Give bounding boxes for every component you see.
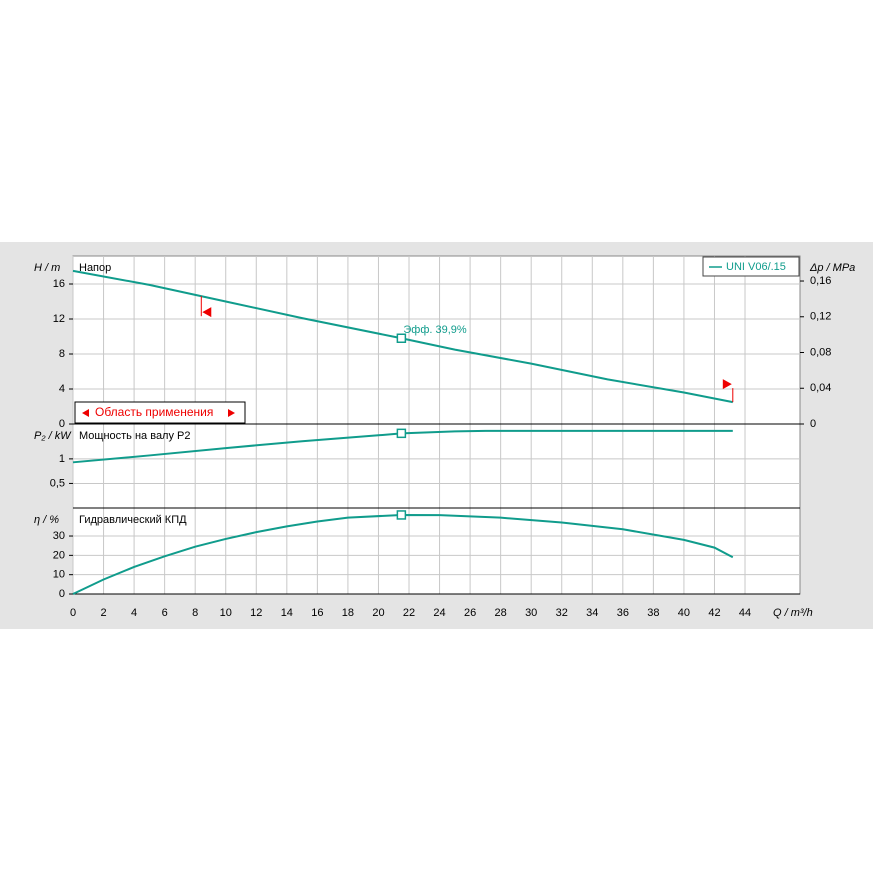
y-tick-label: 0 — [59, 418, 65, 430]
y2-tick-label: 0,16 — [810, 275, 831, 287]
y-tick-label: 30 — [53, 530, 65, 542]
range-arrow-left — [82, 409, 89, 417]
x-tick-label: 22 — [403, 607, 415, 619]
y-tick-label: 0 — [59, 588, 65, 600]
duty-point — [396, 510, 407, 520]
annotation: Эфф. 39,9% — [403, 324, 467, 336]
x-tick-label: 28 — [495, 607, 507, 619]
y-tick-label: 8 — [59, 348, 65, 360]
y-tick-label: 16 — [53, 278, 65, 290]
curve — [72, 429, 733, 464]
panel-title: Напор — [79, 262, 111, 274]
y-tick-label: 10 — [53, 569, 65, 581]
x-tick-label: 18 — [342, 607, 354, 619]
y-axis-label: η / % — [34, 514, 59, 526]
x-tick-label: 26 — [464, 607, 476, 619]
x-tick-label: 10 — [220, 607, 232, 619]
x-axis-label: Q / m³/h — [773, 607, 813, 619]
y2-axis-label: Δp / MPa — [809, 262, 855, 274]
y-tick-label: 12 — [53, 313, 65, 325]
range-arrow-right — [228, 409, 235, 417]
range-flag — [202, 307, 212, 318]
y-tick-label: 1 — [59, 453, 65, 465]
x-tick-label: 44 — [739, 607, 751, 619]
x-tick-label: 0 — [70, 607, 76, 619]
x-tick-label: 12 — [250, 607, 262, 619]
legend-label: UNI V06/.15 — [726, 261, 786, 273]
duty-point — [396, 428, 407, 439]
plot-area — [72, 255, 801, 595]
duty-point — [396, 333, 407, 343]
panel-title: Гидравлический КПД — [79, 514, 187, 526]
range-box — [74, 401, 246, 424]
range-flag — [722, 379, 732, 390]
x-tick-label: 40 — [678, 607, 690, 619]
x-tick-label: 32 — [556, 607, 568, 619]
x-tick-label: 42 — [708, 607, 720, 619]
x-tick-label: 34 — [586, 607, 598, 619]
y-tick-label: 0,5 — [50, 477, 65, 489]
y-tick-label: 20 — [53, 549, 65, 561]
x-tick-label: 20 — [372, 607, 384, 619]
legend-box — [702, 256, 800, 277]
x-tick-label: 6 — [162, 607, 168, 619]
curve — [72, 269, 733, 404]
range-label: Область применения — [95, 405, 213, 419]
x-tick-label: 24 — [433, 607, 445, 619]
y2-tick-label: 0 — [810, 418, 816, 430]
x-tick-label: 30 — [525, 607, 537, 619]
x-tick-label: 8 — [192, 607, 198, 619]
y2-tick-label: 0,08 — [810, 346, 831, 358]
x-tick-label: 16 — [311, 607, 323, 619]
x-tick-label: 36 — [617, 607, 629, 619]
curve — [72, 513, 734, 595]
y-tick-label: 4 — [59, 383, 65, 395]
y2-tick-label: 0,12 — [810, 311, 831, 323]
panel-title: Мощность на валу P2 — [79, 430, 191, 442]
y-axis-label: H / m — [34, 262, 60, 274]
x-tick-label: 2 — [100, 607, 106, 619]
x-tick-label: 14 — [281, 607, 293, 619]
y2-tick-label: 0,04 — [810, 382, 831, 394]
y-axis-label: P₂ / kW — [34, 430, 72, 442]
x-tick-label: 38 — [647, 607, 659, 619]
x-tick-label: 4 — [131, 607, 137, 619]
